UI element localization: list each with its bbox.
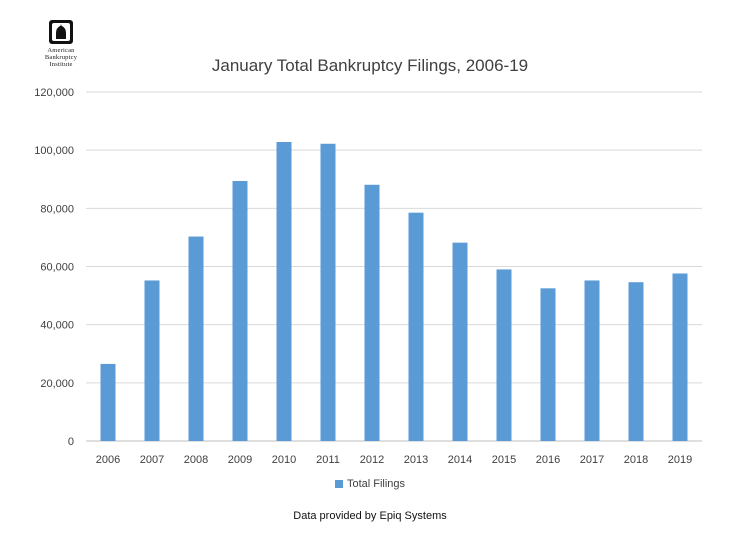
bar [496,269,512,441]
y-tick-label: 60,000 [40,262,74,274]
bar [232,180,248,441]
bar [364,184,380,442]
y-tick-label: 40,000 [40,320,74,332]
legend-swatch [334,480,343,489]
bar [320,143,336,442]
bar [276,142,292,442]
bar [188,236,204,441]
y-axis-ticks: 0 20,000 40,000 60,000 80,000 100,000 120,000 [34,87,74,448]
x-tick-label: 2007 [140,454,164,466]
x-tick-label: 2010 [272,454,296,466]
x-tick-label: 2018 [624,454,648,466]
logo-text-line2: Bankruptcy [44,54,78,61]
x-tick-label: 2015 [492,454,516,466]
x-tick-label: 2014 [448,454,472,466]
chart-title: January Total Bankruptcy Filings, 2006-1… [211,56,529,75]
x-tick-label: 2008 [184,454,208,466]
logo-text-line3: Institute [49,61,73,68]
x-tick-label: 2011 [316,454,340,466]
bar [672,273,688,441]
bar [584,280,600,441]
bar [408,212,424,441]
x-axis-ticks: 2006 2007 2008 2009 2010 2011 2012 2013 2014 2015… [96,454,692,466]
bar [628,282,644,441]
x-tick-label: 2013 [404,454,428,466]
gridlines [86,91,702,442]
bar [540,288,556,441]
y-tick-label: 100,000 [34,145,74,157]
bars [100,142,688,442]
bar [452,242,468,441]
bar [100,363,116,441]
bar [144,280,160,441]
x-tick-label: 2016 [536,454,560,466]
y-tick-label: 120,000 [34,87,74,99]
logo: American Bankruptcy Institute [36,20,86,78]
x-tick-label: 2009 [228,454,252,466]
capitol-dome-icon [49,20,73,44]
x-tick-label: 2006 [96,454,120,466]
y-tick-label: 20,000 [40,378,74,390]
y-tick-label: 0 [68,436,74,448]
legend-label: Total Filings [346,478,406,491]
footnote: Data provided by Epiq Systems [293,510,447,522]
x-tick-label: 2017 [580,454,604,466]
x-tick-label: 2012 [360,454,384,466]
legend: Total Filings [0,478,740,490]
x-tick-label: 2019 [668,454,692,466]
logo-text-line1: American [47,47,75,54]
y-tick-label: 80,000 [40,203,74,215]
